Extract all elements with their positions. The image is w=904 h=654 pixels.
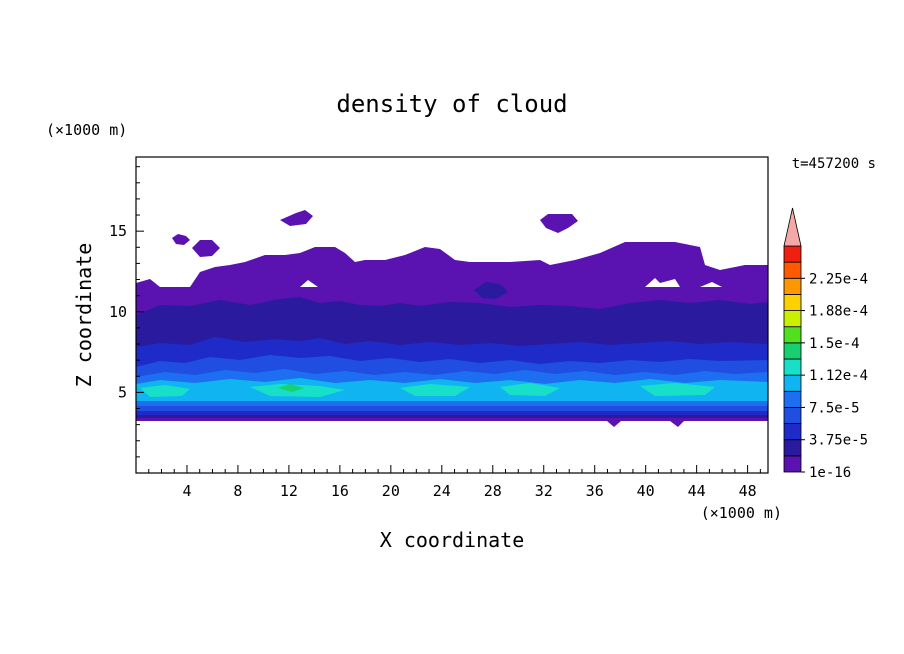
colorbar: 1e-16 3.75e-5 7.5e-5 1.12e-4 1.5e-4 1.88e-4 2.… — [783, 207, 868, 481]
colorbar-swatch — [783, 245, 802, 263]
contour-island — [540, 214, 578, 233]
y-unit-label: (×1000 m) — [46, 121, 127, 139]
y-axis: 5 10 15 — [109, 166, 144, 458]
x-tick-label: 48 — [739, 482, 757, 500]
contour-gap — [300, 280, 318, 287]
y-tick-label: 15 — [109, 222, 127, 240]
contour-level-6 — [250, 384, 345, 397]
x-tick-label: 12 — [280, 482, 298, 500]
x-tick-label: 44 — [688, 482, 706, 500]
colorbar-swatch — [783, 358, 802, 376]
plot-frame — [135, 156, 769, 474]
colorbar-tick-label: 2.25e-4 — [809, 271, 868, 287]
colorbar-tick-label: 1.88e-4 — [809, 304, 868, 320]
x-unit-label: (×1000 m) — [701, 504, 782, 522]
y-axis-title: Z coordinate — [72, 243, 96, 388]
contour-field — [136, 210, 768, 427]
colorbar-overflow-triangle — [783, 207, 802, 247]
contour-island — [474, 282, 508, 299]
contour-level-7 — [278, 384, 304, 392]
colorbar-swatch — [783, 277, 802, 295]
contour-island — [172, 234, 190, 245]
y-tick-label: 10 — [109, 303, 127, 321]
x-tick-label: 40 — [637, 482, 655, 500]
colorbar-tick-label: 7.5e-5 — [809, 400, 860, 416]
x-tick-label: 20 — [382, 482, 400, 500]
time-label: t=457200 s — [792, 156, 876, 172]
colorbar-tick-label: 1.12e-4 — [809, 368, 868, 384]
colorbar-tick-label: 1e-16 — [809, 465, 851, 481]
x-tick-label: 32 — [535, 482, 553, 500]
x-axis: 4 8 12 16 20 24 28 32 36 40 44 48 — [148, 465, 761, 500]
contour-level-6 — [500, 383, 560, 396]
colorbar-swatch — [783, 326, 802, 344]
x-tick-label: 36 — [586, 482, 604, 500]
colorbar-swatch — [783, 374, 802, 392]
contour-island — [670, 421, 684, 427]
contour-gap — [645, 278, 680, 287]
contour-level-6 — [640, 383, 715, 396]
x-tick-label: 24 — [433, 482, 451, 500]
x-tick-label: 16 — [331, 482, 349, 500]
colorbar-swatch — [783, 423, 802, 441]
contour-island — [607, 421, 621, 427]
colorbar-swatch — [783, 294, 802, 311]
contour-island — [280, 210, 313, 226]
colorbar-swatch — [783, 407, 802, 424]
colorbar-tick-label: 1.5e-4 — [809, 336, 860, 352]
contour-level-6 — [140, 385, 190, 397]
contour-level-6 — [400, 384, 470, 396]
x-tick-label: 4 — [182, 482, 191, 500]
x-tick-label: 8 — [233, 482, 242, 500]
y-tick-label: 5 — [118, 383, 127, 401]
chart-title: density of cloud — [336, 90, 567, 118]
x-axis-title: X coordinate — [380, 528, 525, 552]
colorbar-swatch — [783, 310, 802, 328]
colorbar-swatch — [783, 342, 802, 360]
colorbar-tick-label: 3.75e-5 — [809, 433, 868, 449]
colorbar-swatch — [783, 455, 802, 473]
x-tick-label: 28 — [484, 482, 502, 500]
colorbar-swatch — [783, 261, 802, 279]
colorbar-swatch — [783, 439, 802, 457]
contour-island — [192, 240, 220, 257]
colorbar-swatch — [783, 390, 802, 408]
contour-gap — [700, 282, 722, 287]
